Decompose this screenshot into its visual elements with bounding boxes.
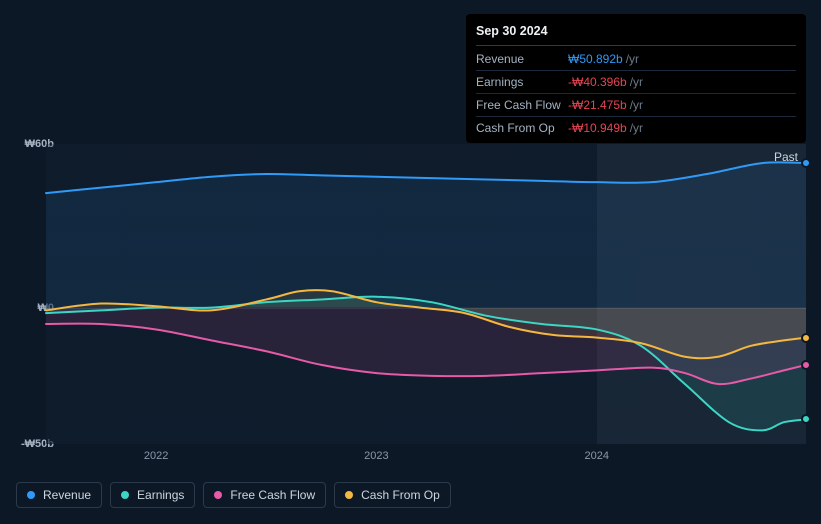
legend-label: Revenue [43, 488, 91, 502]
tooltip-metric-unit: /yr [626, 52, 639, 66]
financials-chart: ₩60b₩0-₩50b Past 202220232024 [16, 126, 806, 478]
tooltip-row: Free Cash Flow-₩21.475b/yr [476, 94, 796, 117]
tooltip-metric-label: Free Cash Flow [476, 96, 568, 114]
tooltip-metric-unit: /yr [630, 98, 643, 112]
legend-dot-icon [214, 491, 222, 499]
legend-dot-icon [27, 491, 35, 499]
tooltip-date: Sep 30 2024 [476, 22, 796, 46]
tooltip-metric-value: -₩21.475b [568, 98, 627, 112]
tooltip-metric-value: ₩50.892b [568, 52, 623, 66]
chart-lines [46, 144, 806, 444]
legend-item[interactable]: Cash From Op [334, 482, 451, 508]
series-end-marker [801, 414, 811, 424]
legend-label: Cash From Op [361, 488, 440, 502]
tooltip-metric-unit: /yr [630, 75, 643, 89]
legend-dot-icon [121, 491, 129, 499]
tooltip-metric-value: -₩40.396b [568, 75, 627, 89]
x-axis: 2022 2023 2024 [46, 450, 806, 470]
x-axis-label: 2023 [364, 450, 388, 462]
legend-item[interactable]: Earnings [110, 482, 195, 508]
plot-area[interactable]: Past [46, 144, 806, 444]
series-end-marker [801, 360, 811, 370]
legend-label: Free Cash Flow [230, 488, 315, 502]
series-end-marker [801, 333, 811, 343]
tooltip-metric-label: Earnings [476, 73, 568, 91]
series-end-marker [801, 158, 811, 168]
legend-item[interactable]: Revenue [16, 482, 102, 508]
legend: Revenue Earnings Free Cash Flow Cash From O… [16, 482, 451, 508]
x-axis-label: 2024 [584, 450, 608, 462]
legend-item[interactable]: Free Cash Flow [203, 482, 326, 508]
tooltip-row: Earnings-₩40.396b/yr [476, 71, 796, 94]
chart-tooltip: Sep 30 2024 Revenue₩50.892b/yrEarnings-₩… [466, 14, 806, 143]
tooltip-row: Revenue₩50.892b/yr [476, 48, 796, 71]
legend-dot-icon [345, 491, 353, 499]
tooltip-metric-label: Revenue [476, 50, 568, 68]
legend-label: Earnings [137, 488, 184, 502]
x-axis-label: 2022 [144, 450, 168, 462]
